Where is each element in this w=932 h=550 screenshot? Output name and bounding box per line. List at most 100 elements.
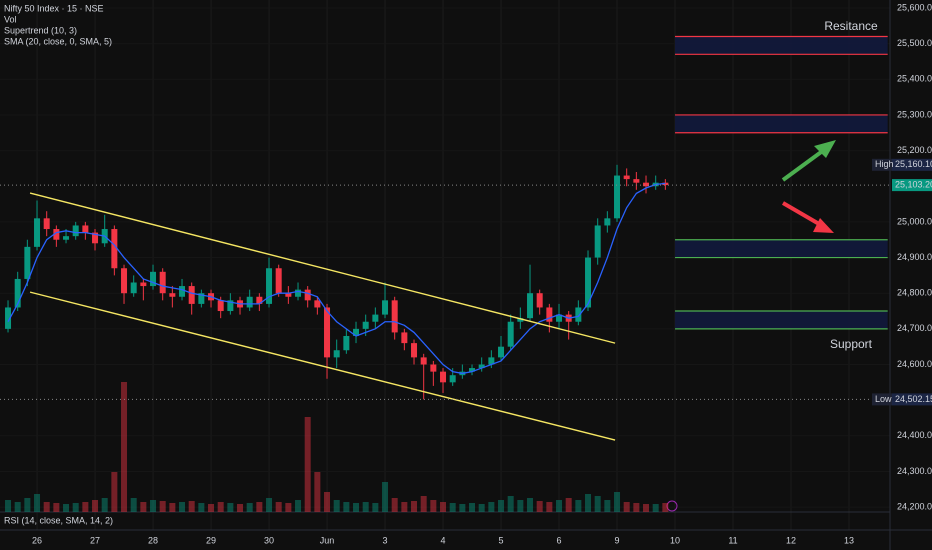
candle-body [411,343,418,358]
volume-bar [440,502,447,512]
volume-bar [469,503,476,512]
x-tick-label: 26 [32,535,42,545]
volume-bar [333,500,340,512]
candle-body [314,300,321,308]
volume-bar [391,498,398,512]
candle-body [198,293,205,304]
volume-bar [159,501,166,512]
volume-bar [43,502,50,512]
volume-bar [53,503,60,512]
volume-bar [430,500,437,512]
candle-body [507,321,514,347]
candle-body [188,286,195,304]
volume-bar [130,498,137,512]
volume-bar [217,502,224,512]
candle-body [266,268,273,304]
candle-body [556,314,563,322]
volume-bar [246,503,253,512]
price-tag-label: 24,502.15 [895,394,932,404]
volume-bar [208,504,215,512]
up-arrow-head [814,140,836,158]
candle-body [275,268,282,294]
volume-bar [614,492,621,512]
volume-bar [353,503,360,512]
candle-body [440,371,447,383]
candle-body [614,175,621,219]
indicator-label: SMA (20, close, 0, SMA, 5) [4,36,112,46]
volume-bar [527,498,534,512]
volume-bar [285,503,292,512]
candle-body [217,300,224,312]
x-tick-label: 4 [441,535,446,545]
volume-bar [34,494,41,512]
rsi-label: RSI (14, close, SMA, 14, 2) [4,515,113,525]
x-tick-label: 12 [786,535,796,545]
candle-body [623,175,630,180]
candle-body [140,282,147,287]
volume-bar [546,502,553,512]
candle-body [43,218,50,230]
candle-body [420,357,427,365]
x-tick-label: 5 [499,535,504,545]
volume-bar [652,504,659,512]
chart-title: Nifty 50 Index · 15 · NSE [4,3,104,13]
volume-bar [536,501,543,512]
candle-body [517,318,524,322]
volume-bar [585,494,592,512]
event-icon[interactable] [666,500,678,512]
candle-body [604,218,611,226]
volume-bar [594,496,601,512]
volume-bar [478,504,485,512]
price-tag-name-bg [872,393,892,406]
volume-bar [295,500,302,512]
y-tick-label: 24,200.00 [897,501,932,511]
volume-bar [498,500,505,512]
candle-body [14,278,21,308]
volume-bar [14,502,21,512]
candle-body [130,282,137,294]
volume-bar [517,500,524,512]
volume-bar [662,503,669,512]
volume-bar [188,501,195,512]
volume-bar [401,502,408,512]
y-tick-label: 24,900.00 [897,252,932,262]
y-tick-label: 25,000.00 [897,216,932,226]
candle-body [536,293,543,308]
volume-bar [449,503,456,512]
candle-body [449,375,456,383]
volume-bar [565,498,572,512]
price-tag-name-bg [872,158,892,171]
price-tag [892,393,932,406]
x-tick-label: Jun [320,535,335,545]
volume-bar [72,503,79,512]
candle-body [401,332,408,344]
channel-line [29,192,616,344]
candle-body [488,357,495,365]
volume-bar [382,482,389,512]
sma-line [7,182,666,375]
candle-body [179,286,186,297]
price-tag-name: High [875,159,894,169]
volume-bar [459,504,466,512]
candle-body [430,364,437,372]
zone [675,36,888,55]
y-tick-label: 24,600.00 [897,359,932,369]
volume-bar [575,500,582,512]
candle-body [111,229,118,269]
candle-body [53,229,60,240]
volume-bar [256,502,263,512]
volume-bar [643,504,650,512]
zone [675,114,888,133]
candle-body [324,307,331,358]
candle-body [92,232,99,244]
candle-body [227,300,234,312]
candle-body [72,225,79,237]
volume-bar [420,496,427,512]
x-tick-label: 28 [148,535,158,545]
x-tick-label: 13 [844,535,854,545]
volume-bar [411,501,418,512]
zone [675,311,888,329]
candle-body [498,346,505,358]
candle-body [304,289,311,301]
